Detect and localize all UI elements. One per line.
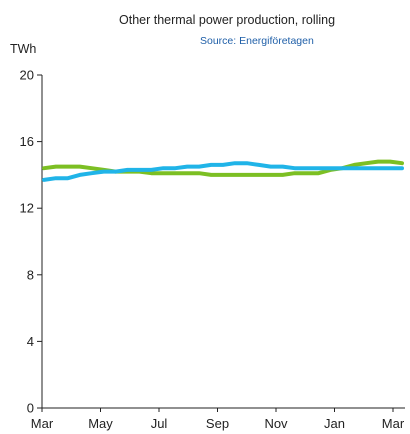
y-tick-label: 4 (27, 334, 34, 349)
x-tick-label: Jan (324, 416, 345, 431)
series-line-2 (42, 161, 404, 182)
y-tick-label: 20 (20, 68, 34, 83)
chart-source: Source: Energiföretagen (200, 35, 314, 47)
y-axis-label: TWh (10, 42, 37, 56)
y-tick-label: 12 (20, 201, 34, 216)
x-tick-label: Mar (382, 416, 405, 431)
x-tick-label: May (88, 416, 113, 431)
x-tick-label: Mar (31, 416, 54, 431)
x-tick-label: Jul (151, 416, 168, 431)
chart-title: Other thermal power production, rolling (119, 13, 336, 27)
series-layer (42, 159, 404, 182)
y-tick-label: 0 (27, 401, 34, 416)
tick-labels: 0 4 8 12 16 20 Mar May Jul Sep Nov Jan Mar (20, 68, 405, 432)
y-tick-label: 8 (27, 267, 34, 282)
x-tick-label: Nov (264, 416, 288, 431)
chart-axes (37, 74, 405, 412)
y-tick-label: 16 (20, 134, 34, 149)
x-tick-label: Sep (206, 416, 229, 431)
